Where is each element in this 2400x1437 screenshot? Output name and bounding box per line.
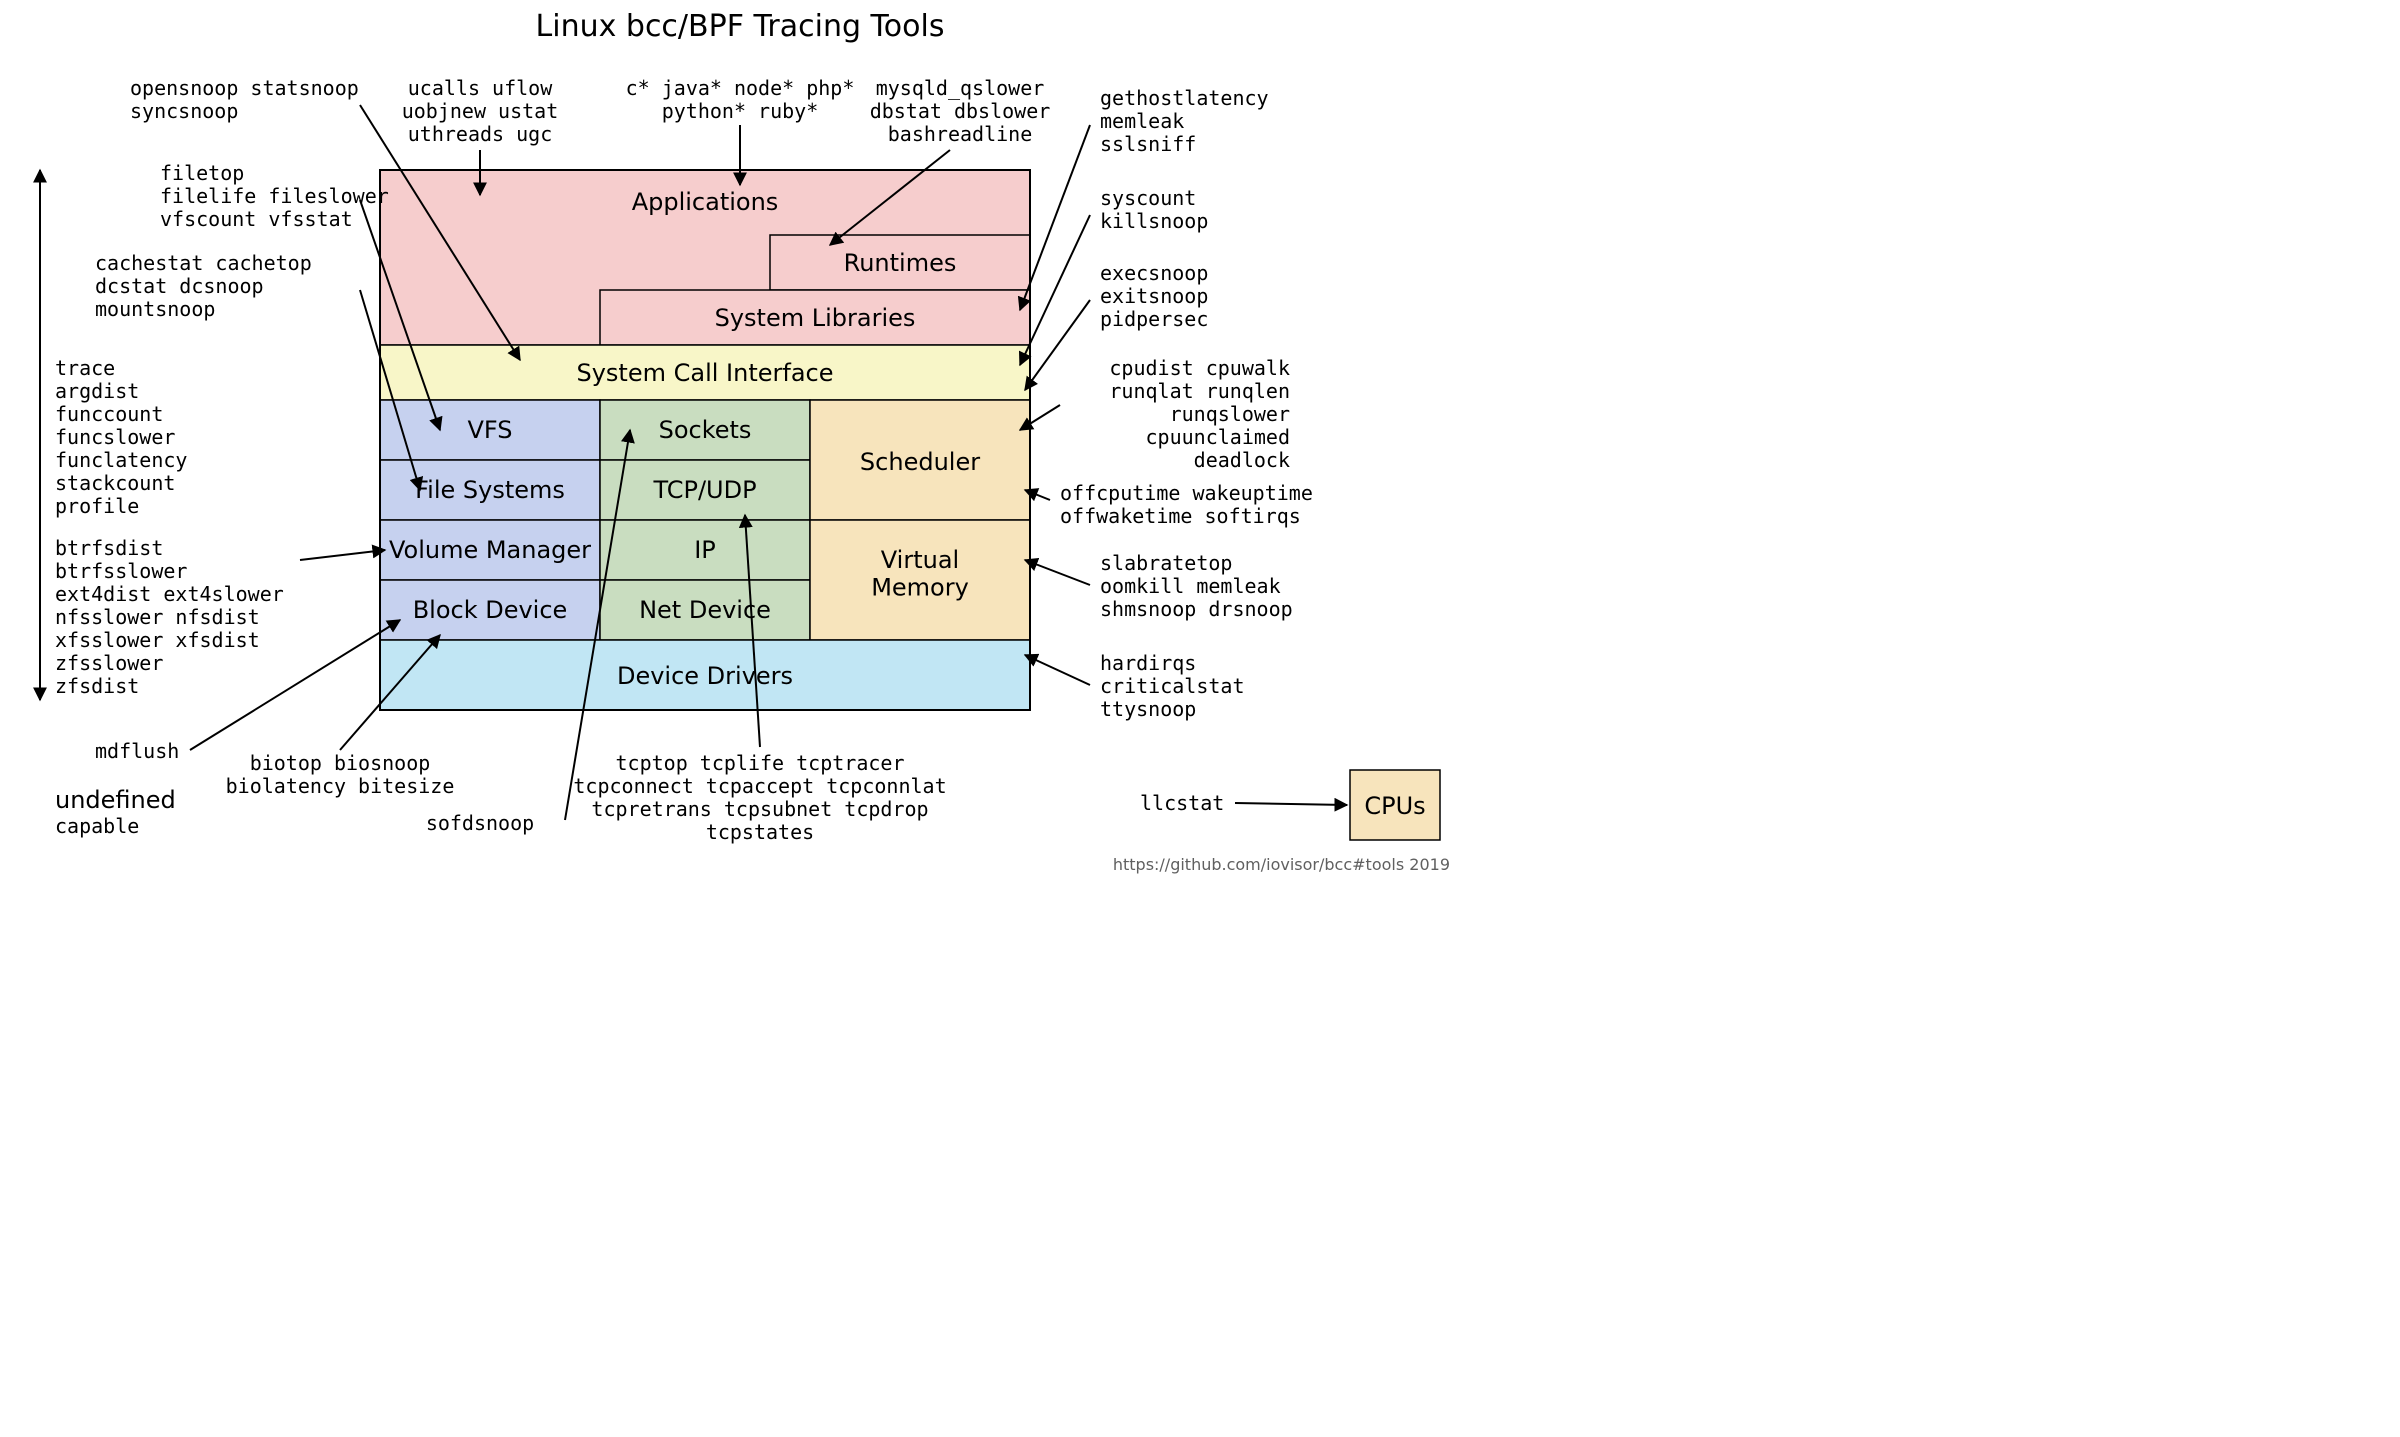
label-applications: Applications (632, 188, 779, 216)
label-green-0: Sockets (659, 416, 752, 444)
label-syslib: System Libraries (715, 304, 916, 332)
label-blue-2: Volume Manager (389, 536, 591, 564)
label-blue-0: VFS (467, 416, 512, 444)
tools-biotop: biotop biosnoopbiolatency bitesize (226, 751, 455, 798)
tools-clangs: c* java* node* php*python* ruby* (626, 76, 855, 123)
label-other: undefined (55, 786, 176, 814)
arrow-btrfs (300, 550, 385, 560)
label-runtimes: Runtimes (844, 249, 957, 277)
arrow-hardirqs (1025, 655, 1090, 685)
page-title: Linux bcc/BPF Tracing Tools (536, 9, 945, 44)
tools-execsnoop: execsnoopexitsnooppidpersec (1100, 261, 1208, 331)
tools-hardirqs: hardirqscriticalstatttysnoop (1100, 651, 1245, 721)
tools-other: capable (55, 814, 139, 838)
label-blue-3: Block Device (413, 596, 568, 624)
label-drivers: Device Drivers (617, 662, 793, 690)
arrow-execsnoop (1025, 300, 1090, 390)
label-cpus: CPUs (1364, 792, 1425, 820)
tools-cpudist: cpudist cpuwalkrunqlat runqlenrunqslower… (1109, 356, 1290, 472)
tools-btrfs: btrfsdistbtrfsslowerext4dist ext4slowern… (55, 536, 284, 698)
footer-text: https://github.com/iovisor/bcc#tools 201… (1113, 855, 1450, 874)
tools-trace: traceargdistfunccountfuncslowerfunclaten… (55, 356, 187, 518)
label-blue-1: File Systems (415, 476, 565, 504)
tools-mysqld: mysqld_qslowerdbstat dbslowerbashreadlin… (870, 76, 1051, 146)
label-green-1: TCP/UDP (652, 476, 756, 504)
label-scheduler: Scheduler (860, 448, 980, 476)
label-vmem: VirtualMemory (871, 546, 969, 602)
tools-tcptop: tcptop tcplife tcptracertcpconnect tcpac… (573, 751, 946, 844)
tools-filetop: filetopfilelife fileslowervfscount vfsst… (160, 161, 389, 231)
tools-cachestat: cachestat cachetopdcstat dcsnoopmountsno… (95, 251, 312, 321)
tools-gethost: gethostlatencymemleaksslsniff (1100, 86, 1269, 156)
tools-opensnoop: opensnoop statsnoopsyncsnoop (130, 76, 359, 123)
tools-ucalls: ucalls uflowuobjnew ustatuthreads ugc (402, 76, 559, 146)
arrow-llcstat (1235, 803, 1347, 805)
tools-offcpu: offcputime wakeuptimeoffwaketime softirq… (1060, 481, 1313, 528)
tools-llcstat: llcstat (1140, 791, 1224, 815)
label-sci: System Call Interface (576, 359, 833, 387)
tools-mdflush: mdflush (95, 739, 179, 763)
arrow-slab (1025, 560, 1090, 585)
tools-sofdsnoop: sofdsnoop (426, 811, 534, 835)
tools-slab: slabratetopoomkill memleakshmsnoop drsno… (1100, 551, 1293, 621)
tools-syscount: syscountkillsnoop (1100, 186, 1208, 233)
label-green-2: IP (694, 536, 716, 564)
